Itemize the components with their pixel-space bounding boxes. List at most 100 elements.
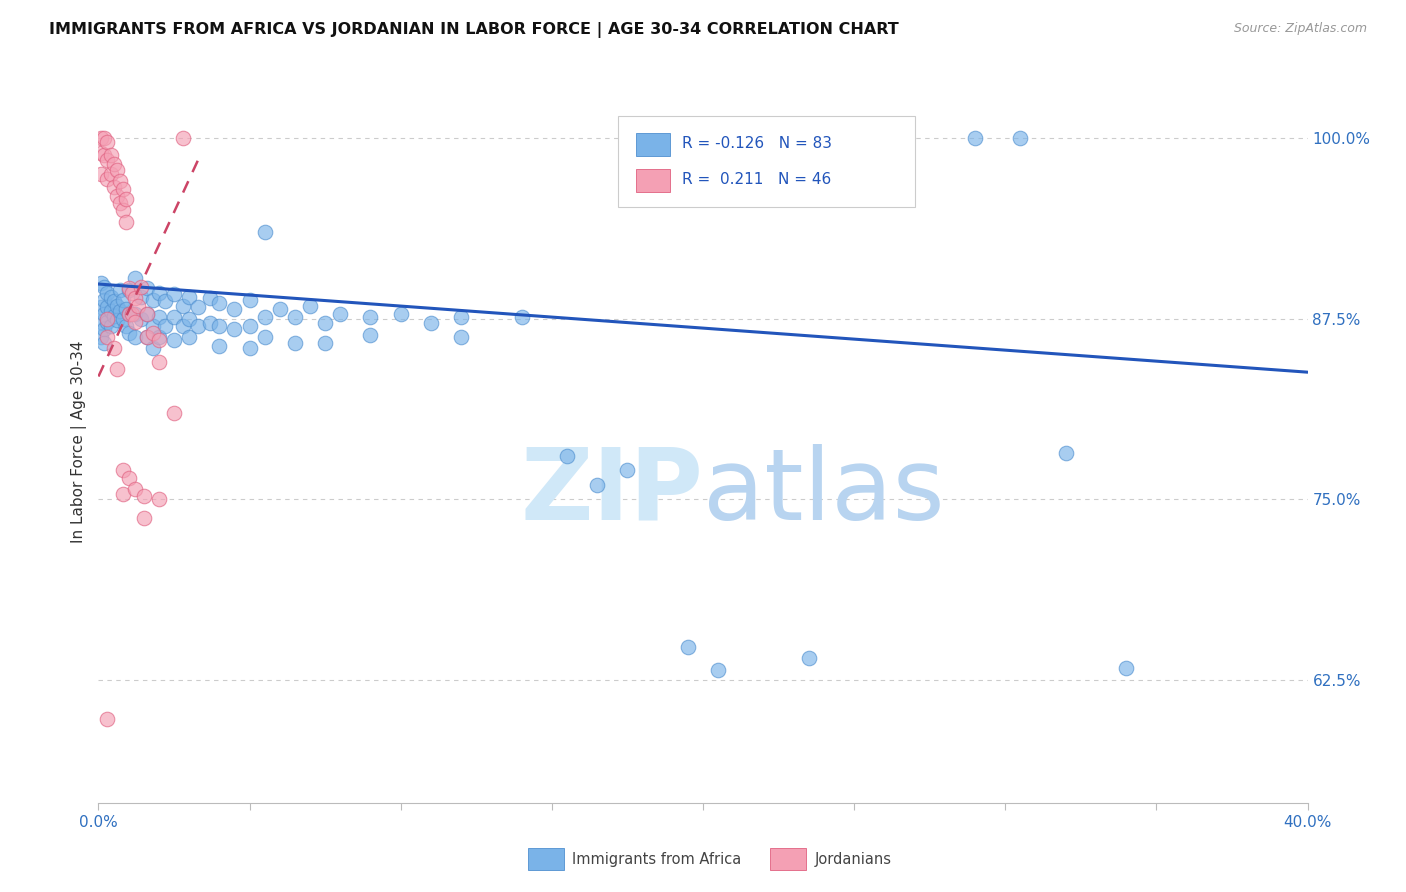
Point — [100, 318, 122, 333]
Point — [124, 292, 146, 306]
Point — [124, 315, 146, 329]
Point — [108, 174, 131, 188]
Point — [103, 294, 125, 309]
Point — [90, 276, 112, 290]
Point — [93, 131, 115, 145]
FancyBboxPatch shape — [637, 169, 671, 193]
Point — [965, 131, 987, 145]
Point — [153, 294, 176, 309]
Point — [142, 341, 165, 355]
Point — [200, 292, 222, 306]
Point — [93, 280, 115, 294]
Point — [96, 311, 118, 326]
Point — [179, 311, 201, 326]
Point — [239, 341, 262, 355]
Point — [105, 299, 128, 313]
Point — [224, 322, 246, 336]
Point — [148, 334, 170, 348]
Point — [127, 299, 149, 313]
Point — [96, 300, 118, 314]
Point — [118, 307, 141, 321]
Point — [105, 313, 128, 327]
Point — [118, 470, 141, 484]
Point — [96, 330, 118, 344]
Point — [135, 307, 157, 321]
Point — [1010, 131, 1032, 145]
Point — [148, 330, 170, 344]
Point — [200, 316, 222, 330]
Point — [111, 486, 134, 500]
Point — [108, 196, 131, 211]
Point — [103, 309, 125, 323]
Point — [179, 290, 201, 304]
Point — [90, 315, 112, 329]
Point — [163, 287, 186, 301]
Point — [360, 310, 382, 325]
Point — [284, 310, 307, 325]
Y-axis label: In Labor Force | Age 30-34: In Labor Force | Age 30-34 — [72, 340, 87, 543]
Point — [118, 283, 141, 297]
Point — [450, 330, 472, 344]
Text: Source: ZipAtlas.com: Source: ZipAtlas.com — [1233, 22, 1367, 36]
Point — [208, 295, 231, 310]
Point — [121, 285, 143, 300]
Point — [96, 136, 118, 150]
Point — [93, 148, 115, 162]
Point — [586, 478, 609, 492]
Point — [450, 310, 472, 325]
Point — [124, 330, 146, 344]
FancyBboxPatch shape — [769, 848, 806, 870]
Point — [108, 283, 131, 297]
Text: IMMIGRANTS FROM AFRICA VS JORDANIAN IN LABOR FORCE | AGE 30-34 CORRELATION CHART: IMMIGRANTS FROM AFRICA VS JORDANIAN IN L… — [49, 22, 898, 38]
Point — [132, 490, 155, 504]
Point — [314, 336, 336, 351]
Text: ZIP: ZIP — [520, 443, 703, 541]
Point — [96, 712, 118, 726]
Point — [163, 310, 186, 325]
Point — [129, 311, 152, 326]
Point — [224, 301, 246, 316]
Point — [797, 651, 820, 665]
Point — [124, 307, 146, 321]
Point — [148, 310, 170, 325]
Point — [90, 330, 112, 344]
Point — [100, 148, 122, 162]
Point — [121, 307, 143, 321]
Point — [111, 182, 134, 196]
Text: R =  0.211   N = 46: R = 0.211 N = 46 — [682, 172, 832, 186]
Point — [132, 511, 155, 525]
Point — [103, 180, 125, 194]
Point — [253, 310, 276, 325]
Point — [135, 330, 157, 344]
Point — [616, 463, 638, 477]
Point — [142, 326, 165, 341]
Point — [100, 290, 122, 304]
Point — [135, 330, 157, 344]
Point — [96, 153, 118, 167]
Point — [111, 293, 134, 307]
Point — [93, 293, 115, 307]
Point — [153, 318, 176, 333]
Point — [114, 215, 136, 229]
Point — [208, 318, 231, 333]
Point — [1054, 446, 1077, 460]
Point — [253, 330, 276, 344]
Point — [111, 203, 134, 218]
Point — [676, 640, 699, 654]
Point — [105, 189, 128, 203]
Point — [118, 307, 141, 321]
Point — [135, 307, 157, 321]
Text: Jordanians: Jordanians — [814, 852, 891, 867]
Point — [100, 167, 122, 181]
Point — [284, 336, 307, 351]
Point — [111, 311, 134, 326]
Point — [93, 307, 115, 321]
Point — [208, 339, 231, 353]
Point — [360, 327, 382, 342]
Point — [163, 334, 186, 348]
Point — [253, 225, 276, 239]
Point — [179, 330, 201, 344]
Point — [135, 281, 157, 295]
Point — [114, 318, 136, 333]
Point — [90, 167, 112, 181]
